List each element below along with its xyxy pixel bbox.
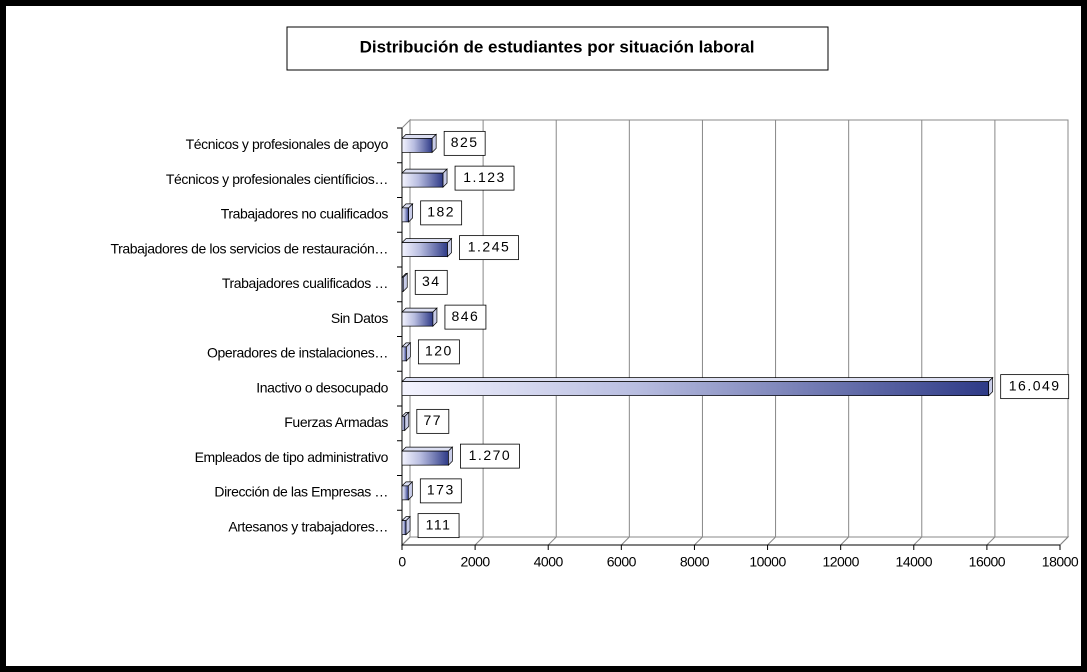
value-label: 1.270 [469,447,512,463]
bar [401,450,449,466]
floor-grid-line [547,536,557,546]
floor-grid-line [401,536,411,546]
bar-end [407,481,413,501]
value-label: 1.123 [463,169,506,185]
x-tick-label: 4000 [534,554,564,570]
value-label-box [419,478,462,504]
y-tick-label: Técnicos y profesionales de apoyo [186,136,389,152]
y-tick-label: Inactivo o desocupado [256,379,388,395]
bar-top [401,307,438,313]
value-label-box [416,408,450,434]
y-tick-label: Trabajadores cualificados … [222,275,388,291]
x-tick-label: 8000 [680,554,710,570]
floor [400,536,1070,546]
floor-grid-line [474,536,484,546]
bar-top [401,168,448,174]
y-tick-label: Trabajadores de los servicios de restaur… [110,240,388,256]
value-label: 34 [422,273,441,289]
x-tick-label: 10000 [749,554,786,570]
bar [401,311,434,327]
value-label: 182 [427,204,455,220]
value-label: 825 [451,134,479,150]
title-box [286,26,829,71]
value-label: 16.049 [1009,377,1061,393]
value-label: 846 [451,308,479,324]
value-label-box [1000,374,1070,400]
bar-top [401,446,454,452]
value-label-box [414,269,448,295]
bar-end [406,342,411,362]
bar-end [442,168,448,188]
bar [401,416,406,431]
value-label-box [444,304,487,330]
x-tick-label: 0 [398,554,406,570]
bar-top [401,377,994,382]
bar-end [408,203,414,223]
y-tick-label: Operadores de instalaciones… [207,345,388,361]
floor-grid-line [767,536,776,546]
chart-title: Distribución de estudiantes por situació… [360,37,755,56]
bar [401,242,448,257]
bar-end [448,446,453,466]
bar-end [431,133,437,154]
floor-grid-line [620,536,630,546]
x-tick-label: 2000 [461,554,491,570]
value-label-box [443,130,486,156]
value-label-box [459,235,519,261]
bar-end [447,237,452,258]
floor-grid-line [694,536,703,546]
bar-top [401,134,438,139]
bar [401,207,410,223]
floor-grid-line [840,536,850,546]
x-tick-label: 14000 [896,554,933,570]
y-tick-label: Sin Datos [331,310,388,326]
bar-end [402,272,408,293]
bar-top [401,238,453,243]
bar [401,138,433,153]
value-label: 77 [424,412,443,428]
value-label-box [420,200,463,226]
bar [401,172,444,188]
value-label-box [417,513,460,539]
floor-grid-line [913,536,923,546]
y-tick-label: Trabajadores no cualificados [221,206,389,222]
bar [401,485,409,501]
value-label: 1.245 [468,238,511,254]
value-label-box [454,165,515,191]
floor-grid-line [1059,536,1069,546]
value-label: 111 [426,516,452,532]
bar-end [988,376,994,397]
value-label: 120 [425,343,453,359]
value-label-box [460,443,520,469]
x-tick-label: 16000 [969,554,1006,570]
x-tick-label: 6000 [607,554,637,570]
value-label-box [417,339,460,365]
y-tick-label: Empleados de tipo administrativo [195,449,389,465]
bar-end [405,515,411,536]
bar-end [432,307,438,327]
y-tick-label: Fuerzas Armadas [284,414,388,430]
bar [401,381,990,396]
y-tick-label: Dirección de las Empresas … [214,484,388,500]
bar [401,520,407,535]
x-tick-label: 12000 [822,554,859,570]
floor-grid-line [986,536,996,546]
x-tick-label: 18000 [1042,554,1079,570]
y-tick-label: Artesanos y trabajadores… [228,518,388,534]
y-tick-label: Técnicos y profesionales científicios… [166,171,388,187]
bar-end [404,411,410,432]
value-label: 173 [427,482,455,498]
bar [401,346,407,362]
